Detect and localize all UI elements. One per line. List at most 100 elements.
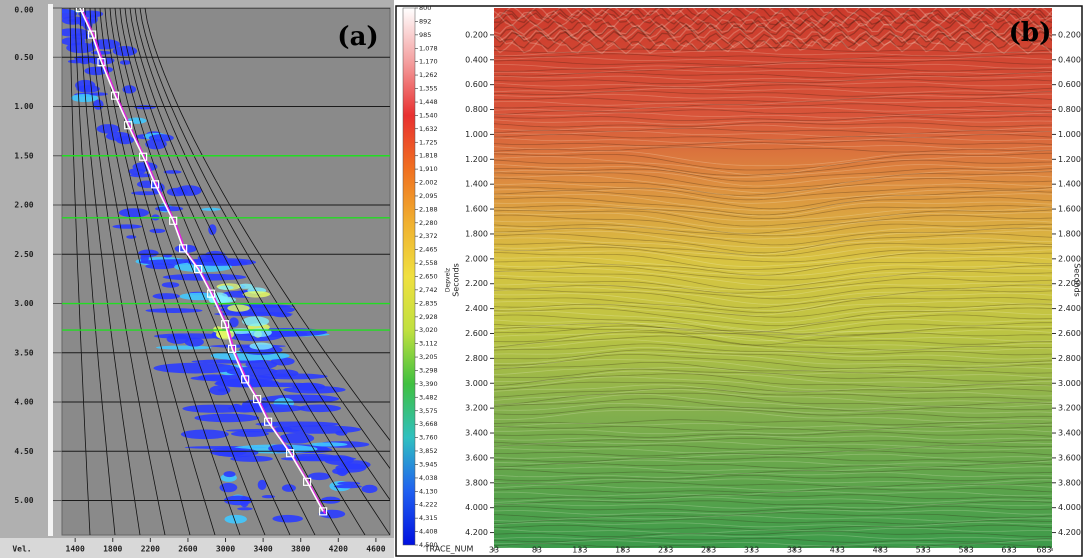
reflector <box>494 349 1052 364</box>
y2-tick-label: 1.600 <box>1058 205 1081 214</box>
semblance-blob <box>131 191 161 196</box>
semblance-blob <box>145 138 167 150</box>
semblance-blob <box>272 514 303 523</box>
colorbar-tick-label: 1,448 <box>419 98 438 106</box>
semblance-blob <box>335 430 348 436</box>
reflector <box>494 214 1052 235</box>
semblance-blob <box>237 507 253 511</box>
semblance-blob <box>62 37 86 46</box>
reflector <box>494 326 1052 346</box>
velocity-pick <box>207 289 216 298</box>
colorbar-tick-label: 1,910 <box>419 165 438 173</box>
y2-tick-label: 4.200 <box>1058 528 1081 537</box>
colorbar-tick-label: 1,170 <box>419 58 438 66</box>
reflector <box>494 267 1052 287</box>
reflector <box>494 297 1052 314</box>
semblance-blob <box>62 8 78 19</box>
colorbar-tick-label: 4,222 <box>419 501 438 509</box>
reflector <box>494 429 1052 435</box>
y-tick-label: 3.000 <box>465 379 488 388</box>
reflector <box>494 431 1052 438</box>
velocity-pick <box>303 477 312 486</box>
reflector <box>494 118 1052 125</box>
semblance-core <box>237 283 254 289</box>
reflector <box>494 90 1052 97</box>
semblance-blob <box>126 235 137 239</box>
reflector <box>494 168 1052 182</box>
panel-a-axes: 0.00 0.50 1.00 1.50 2.00 2.50 3.00 3.50 4.00 4.50… <box>14 6 385 554</box>
y-tick-label: 5.00 <box>14 496 33 505</box>
reflector <box>494 252 1052 271</box>
reflector <box>494 300 1052 316</box>
semblance-blob <box>112 224 143 229</box>
semblance-blob <box>213 304 296 308</box>
reflector <box>494 540 1052 547</box>
reflector <box>494 335 1052 351</box>
reflector <box>494 487 1052 494</box>
reflector <box>494 518 1052 525</box>
semblance-blob <box>258 373 328 380</box>
velocity-axis-bg <box>0 538 394 558</box>
x-tick-label: 2600 <box>178 545 197 554</box>
semblance-blob <box>70 93 99 103</box>
reflector <box>494 265 1052 281</box>
semblance-blob <box>163 170 182 174</box>
y-tick-label: 0.400 <box>465 55 488 64</box>
guide-curve <box>69 8 91 535</box>
reflector <box>494 33 1052 49</box>
reflector <box>494 206 1052 221</box>
semblance-blob <box>280 456 357 462</box>
y-tick-label: 1.800 <box>465 229 488 238</box>
panel-label: (b) <box>1009 18 1052 48</box>
reflector <box>494 122 1052 128</box>
reflector <box>494 205 1052 220</box>
colorbar-tick-label: 3,205 <box>419 353 438 361</box>
reflector <box>494 325 1052 342</box>
reflector <box>494 140 1052 147</box>
colorbar-tick-label: 800 <box>419 4 431 12</box>
reflector <box>494 159 1052 176</box>
semblance-core <box>249 342 273 350</box>
y2-tick-label: 1.400 <box>1058 180 1081 189</box>
velocity-pick <box>169 216 178 225</box>
x-tick-label: 433 <box>830 546 845 555</box>
semblance-blob <box>223 471 236 478</box>
reflector <box>494 93 1052 100</box>
semblance-blob <box>228 317 239 328</box>
reflector <box>494 11 1052 27</box>
reflector <box>494 242 1052 257</box>
semblance-blob <box>230 430 269 437</box>
semblance-blob <box>122 85 137 94</box>
reflector <box>494 8 1052 18</box>
reflector <box>494 18 1052 33</box>
velocity-pick <box>241 375 250 384</box>
reflector <box>494 109 1052 116</box>
semblance-blob <box>152 293 180 300</box>
reflector <box>494 530 1052 537</box>
x-tick-label: 3000 <box>216 545 235 554</box>
x-tick-label: 1800 <box>103 545 122 554</box>
x-tick-label: 683 <box>1036 546 1051 555</box>
velocity-pick <box>97 58 106 67</box>
reflector <box>494 282 1052 297</box>
semblance-blob <box>161 282 180 288</box>
reflector <box>494 21 1052 36</box>
semblance-blob <box>245 359 278 370</box>
reflector <box>494 437 1052 444</box>
reflector <box>494 537 1052 543</box>
y-tick-label: 4.200 <box>465 528 488 537</box>
semblance-blob <box>224 514 247 524</box>
velocity-pick <box>285 449 295 458</box>
colorbar-tick-label: 3,852 <box>419 447 438 455</box>
reflector <box>494 127 1052 134</box>
x-tick-label: 383 <box>787 546 802 555</box>
x-axis-label: TRACE_NUM <box>424 545 474 554</box>
colorbar-tick-label: 985 <box>419 31 431 39</box>
colorbar-tick-label: 2,280 <box>419 219 438 227</box>
colorbar-tick-label: 2,835 <box>419 299 438 307</box>
reflector <box>494 466 1052 472</box>
reflector <box>494 393 1052 410</box>
colorbar-tick-label: 1,355 <box>419 85 438 93</box>
reflector <box>494 419 1052 426</box>
reflector <box>494 490 1052 497</box>
